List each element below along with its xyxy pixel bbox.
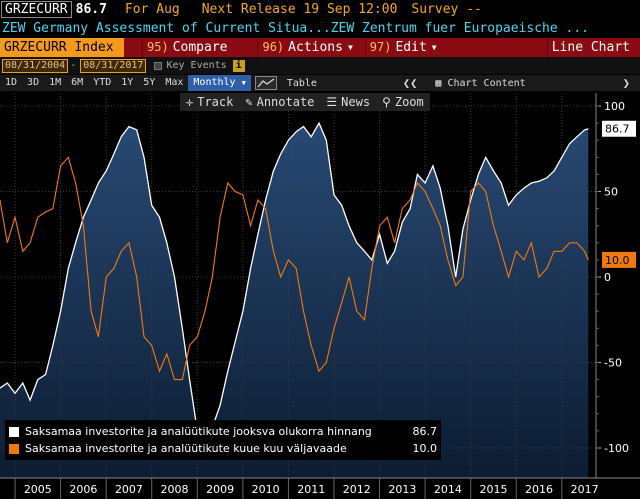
chevron-down-icon: ▼: [241, 79, 246, 87]
x-tick-label: 2007: [115, 483, 143, 496]
news-label: News: [341, 95, 371, 109]
last-value-label: 86.7: [605, 123, 630, 136]
annotate-label: Annotate: [256, 95, 315, 109]
period-1y[interactable]: 1Y: [121, 77, 134, 88]
y-tick-label: -100: [604, 442, 629, 455]
table-button[interactable]: Table: [286, 77, 317, 89]
period-bar: 1D 3D 1M 6M YTD 1Y 5Y Max Monthly ▼ Tabl…: [0, 75, 640, 91]
pen-icon: ✎: [245, 95, 253, 109]
x-axis-band: [0, 478, 640, 499]
x-tick-label: 2014: [434, 483, 462, 496]
period-1m[interactable]: 1M: [49, 77, 62, 88]
actions-label: Actions: [288, 40, 343, 55]
key-events-checkbox[interactable]: [154, 61, 163, 70]
x-tick-label: 2013: [388, 483, 416, 496]
legend-item[interactable]: Saksamaa investorite ja analüütikute joo…: [9, 423, 437, 440]
x-tick-label: 2012: [343, 483, 371, 496]
actions-button[interactable]: 96) Actions ▼: [257, 38, 356, 57]
frequency-label: Monthly: [193, 77, 236, 88]
last-value-label: 10.0: [605, 254, 630, 267]
track-button[interactable]: ✛ Track: [180, 93, 239, 111]
y-tick-label: 50: [604, 186, 618, 199]
next-release: Next Release 19 Sep 12:00: [201, 2, 398, 17]
edit-num: 97): [369, 40, 392, 54]
actions-num: 96): [262, 40, 285, 54]
chart-type-button[interactable]: Line Chart: [546, 38, 640, 57]
chart-content-label: Chart Content: [447, 77, 526, 89]
period-1d[interactable]: 1D: [5, 77, 18, 88]
y-tick-label: 0: [604, 271, 611, 284]
line-chart-icon[interactable]: [254, 76, 277, 90]
collapse-icon[interactable]: ❮❮: [402, 76, 418, 90]
security-description: ZEW Germany Assessment of Current Situa.…: [0, 19, 640, 38]
x-tick-label: 2017: [571, 483, 599, 496]
period-label: For Aug: [124, 2, 180, 17]
legend-value: 10.0: [412, 442, 438, 455]
x-tick-label: 2009: [206, 483, 234, 496]
chart-content-icon: ▦: [435, 77, 442, 89]
edit-button[interactable]: 97) Edit ▼: [364, 38, 441, 57]
chart-content-button[interactable]: ▦ Chart Content: [435, 78, 525, 89]
chevron-down-icon: ▼: [431, 43, 437, 52]
x-tick-label: 2006: [69, 483, 97, 496]
ticker-symbol: GRZECURR: [1, 1, 72, 18]
function-bar: GRZECURR Index 95) Compare 96) Actions ▼…: [0, 38, 640, 57]
x-tick-label: 2015: [479, 483, 507, 496]
legend-swatch: [9, 443, 19, 454]
annotate-button[interactable]: ✎ Annotate: [239, 93, 320, 111]
next-arrow-icon[interactable]: ❯: [622, 76, 630, 90]
series-line-1: [0, 156, 589, 381]
security-field[interactable]: GRZECURR Index: [0, 38, 124, 57]
legend-value: 86.7: [412, 425, 438, 438]
period-6m[interactable]: 6M: [71, 77, 84, 88]
y-tick-label: 100: [604, 100, 625, 113]
compare-button[interactable]: 95) Compare: [142, 38, 231, 57]
x-tick-label: 2016: [525, 483, 553, 496]
x-tick-label: 2008: [161, 483, 189, 496]
last-value-box: [602, 120, 636, 137]
survey-label: Survey --: [411, 2, 482, 17]
x-tick-label: 2011: [297, 483, 325, 496]
period-5y[interactable]: 5Y: [143, 77, 156, 88]
news-button[interactable]: ☰ News: [320, 93, 376, 111]
legend-label: Saksamaa investorite ja analüütikute kuu…: [25, 442, 347, 455]
series-line-0: [0, 121, 589, 432]
crosshair-icon: ✛: [186, 95, 194, 109]
key-events-label: Key Events: [166, 60, 227, 71]
chart-toolbar: ✛ Track ✎ Annotate ☰ News ⚲ Zoom: [180, 93, 430, 111]
frequency-dropdown[interactable]: Monthly ▼: [188, 75, 251, 91]
legend-label: Saksamaa investorite ja analüütikute joo…: [25, 425, 372, 438]
x-tick-label: 2010: [252, 483, 280, 496]
edit-label: Edit: [395, 40, 427, 55]
compare-label: Compare: [172, 40, 228, 55]
end-date-input[interactable]: 08/31/2017: [80, 58, 147, 73]
info-icon[interactable]: i: [232, 59, 245, 72]
ticker-value: 86.7: [75, 2, 107, 17]
track-label: Track: [197, 95, 234, 109]
zoom-button[interactable]: ⚲ Zoom: [376, 93, 430, 111]
period-max[interactable]: Max: [165, 77, 184, 88]
description-text: ZEW Germany Assessment of Current Situa.…: [2, 21, 589, 36]
zoom-label: Zoom: [394, 95, 424, 109]
chart-legend: Saksamaa investorite ja analüütikute joo…: [5, 420, 441, 460]
x-tick-label: 2005: [24, 483, 52, 496]
period-3d[interactable]: 3D: [27, 77, 40, 88]
last-value-box: [602, 251, 636, 268]
magnifier-icon: ⚲: [382, 95, 391, 109]
series-area-fill: [0, 123, 589, 478]
date-range-bar: 08/31/2004 - 08/31/2017 Key Events i: [0, 57, 640, 74]
period-ytd[interactable]: YTD: [93, 77, 112, 88]
title-bar: GRZECURR 86.7 For Aug Next Release 19 Se…: [0, 0, 640, 19]
y-tick-label: -50: [604, 357, 622, 370]
compare-num: 95): [147, 40, 169, 54]
legend-swatch: [9, 426, 19, 437]
chevron-down-icon: ▼: [347, 43, 353, 52]
date-separator: -: [70, 60, 77, 71]
legend-item[interactable]: Saksamaa investorite ja analüütikute kuu…: [9, 440, 437, 457]
news-icon: ☰: [326, 95, 338, 109]
start-date-input[interactable]: 08/31/2004: [2, 58, 69, 73]
